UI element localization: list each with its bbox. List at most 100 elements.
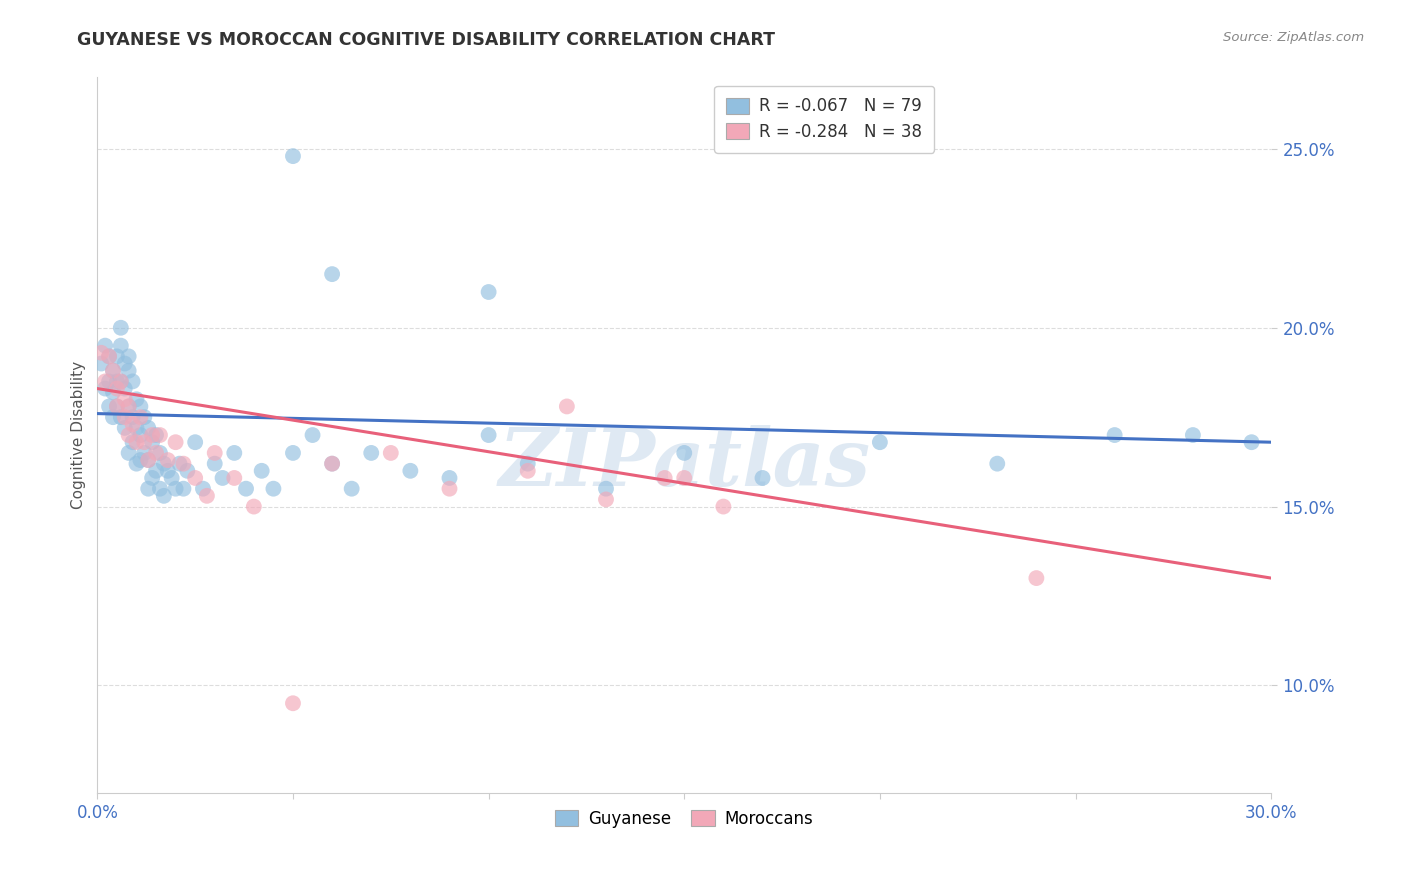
- Point: [125, 421, 148, 435]
- Point: [262, 482, 284, 496]
- Point: [114, 421, 136, 435]
- Point: [98, 375, 121, 389]
- Point: [110, 375, 132, 389]
- Point: [129, 428, 152, 442]
- Point: [516, 464, 538, 478]
- Point: [118, 400, 141, 414]
- Point: [141, 471, 163, 485]
- Point: [204, 446, 226, 460]
- Point: [114, 382, 136, 396]
- Point: [751, 471, 773, 485]
- Point: [673, 471, 696, 485]
- Point: [141, 435, 163, 450]
- Point: [711, 500, 734, 514]
- Point: [105, 375, 128, 389]
- Point: [121, 435, 143, 450]
- Point: [121, 417, 143, 432]
- Point: [204, 457, 226, 471]
- Point: [1181, 428, 1204, 442]
- Point: [516, 457, 538, 471]
- Point: [105, 382, 128, 396]
- Point: [165, 482, 187, 496]
- Point: [250, 464, 273, 478]
- Point: [156, 464, 179, 478]
- Point: [165, 435, 187, 450]
- Point: [156, 453, 179, 467]
- Point: [114, 410, 136, 425]
- Point: [439, 471, 461, 485]
- Point: [129, 453, 152, 467]
- Point: [224, 471, 246, 485]
- Point: [141, 428, 163, 442]
- Point: [101, 385, 124, 400]
- Point: [243, 500, 266, 514]
- Point: [98, 350, 121, 364]
- Point: [136, 421, 159, 435]
- Point: [191, 482, 214, 496]
- Point: [184, 435, 207, 450]
- Text: GUYANESE VS MOROCCAN COGNITIVE DISABILITY CORRELATION CHART: GUYANESE VS MOROCCAN COGNITIVE DISABILIT…: [77, 31, 775, 49]
- Point: [595, 492, 617, 507]
- Point: [149, 446, 172, 460]
- Point: [986, 457, 1008, 471]
- Point: [101, 364, 124, 378]
- Point: [118, 428, 141, 442]
- Point: [439, 482, 461, 496]
- Point: [101, 410, 124, 425]
- Point: [321, 267, 343, 281]
- Point: [172, 482, 194, 496]
- Point: [125, 457, 148, 471]
- Legend: Guyanese, Moroccans: Guyanese, Moroccans: [548, 803, 820, 834]
- Text: ZIPatlas: ZIPatlas: [498, 425, 870, 502]
- Point: [90, 357, 112, 371]
- Point: [105, 350, 128, 364]
- Point: [136, 453, 159, 467]
- Point: [110, 338, 132, 352]
- Point: [281, 696, 304, 710]
- Point: [321, 457, 343, 471]
- Point: [321, 457, 343, 471]
- Point: [125, 392, 148, 407]
- Point: [149, 428, 172, 442]
- Point: [105, 400, 128, 414]
- Point: [478, 428, 501, 442]
- Point: [169, 457, 191, 471]
- Point: [145, 464, 167, 478]
- Point: [134, 410, 156, 425]
- Point: [172, 457, 194, 471]
- Point: [136, 453, 159, 467]
- Point: [129, 400, 152, 414]
- Point: [1025, 571, 1047, 585]
- Point: [118, 364, 141, 378]
- Point: [114, 357, 136, 371]
- Point: [869, 435, 891, 450]
- Point: [595, 482, 617, 496]
- Point: [399, 464, 422, 478]
- Point: [145, 446, 167, 460]
- Point: [149, 482, 172, 496]
- Point: [98, 350, 121, 364]
- Point: [281, 149, 304, 163]
- Point: [101, 364, 124, 378]
- Point: [176, 464, 198, 478]
- Point: [301, 428, 323, 442]
- Point: [118, 446, 141, 460]
- Point: [184, 471, 207, 485]
- Point: [110, 410, 132, 425]
- Point: [125, 435, 148, 450]
- Point: [654, 471, 676, 485]
- Point: [153, 489, 176, 503]
- Point: [118, 350, 141, 364]
- Point: [235, 482, 257, 496]
- Point: [153, 457, 176, 471]
- Text: Source: ZipAtlas.com: Source: ZipAtlas.com: [1223, 31, 1364, 45]
- Point: [94, 338, 117, 352]
- Point: [129, 410, 152, 425]
- Point: [118, 400, 141, 414]
- Y-axis label: Cognitive Disability: Cognitive Disability: [72, 361, 86, 509]
- Point: [555, 400, 578, 414]
- Point: [134, 446, 156, 460]
- Point: [340, 482, 363, 496]
- Point: [98, 400, 121, 414]
- Point: [105, 400, 128, 414]
